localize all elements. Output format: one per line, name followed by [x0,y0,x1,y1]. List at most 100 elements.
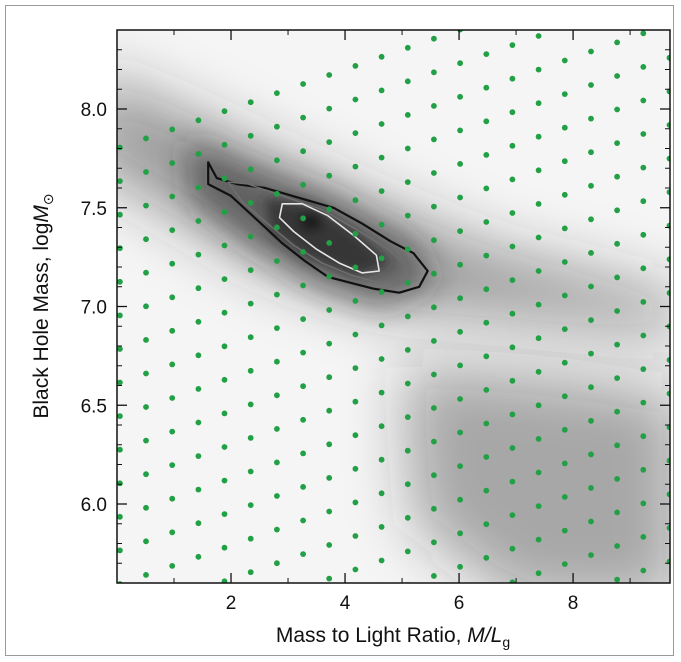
sample-point-337 [561,527,568,534]
sample-point-144 [143,370,149,377]
sample-point-143 [117,379,123,386]
sample-point-299 [247,569,254,576]
sample-point-217 [326,407,333,414]
sample-point-234 [195,486,202,493]
sample-point-341 [666,491,670,498]
sample-point-242 [404,414,411,420]
sample-point-291 [535,436,542,442]
sample-point-125 [221,309,228,316]
sample-point-275 [117,581,123,583]
sample-point-344 [535,570,542,577]
sample-point-10 [378,53,385,60]
y-axis-title-main: Black Hole Mass, log [30,223,53,419]
x-tick-label-3: 8 [568,593,579,614]
sample-point-34 [143,202,149,209]
sample-point-109 [378,221,385,228]
sample-point-145 [169,361,176,368]
sample-point-116 [561,158,568,165]
sample-point-312 [588,451,594,458]
y-tick-label-1: 6.5 [81,396,107,417]
sample-point-276 [143,572,149,578]
sample-point-123 [169,327,176,334]
sample-point-343 [509,579,516,583]
sample-point-282 [300,517,306,524]
sample-point-306 [431,505,437,512]
sample-point-158 [509,243,516,250]
sample-point-9 [352,63,359,69]
sample-point-246 [509,377,516,384]
sample-point-177 [431,304,437,311]
sample-point-26 [404,78,411,85]
sample-point-236 [247,468,254,475]
sample-point-274 [666,357,670,363]
sample-point-165 [117,413,123,419]
sample-point-160 [561,225,568,232]
sample-point-221 [431,371,437,378]
sample-point-329 [640,466,647,473]
sample-point-176 [404,313,411,320]
sample-point-133 [431,237,437,244]
sample-point-65 [378,154,385,161]
sample-point-346 [588,552,594,558]
sample-point-326 [561,494,568,500]
shade-band-lower [402,365,670,583]
sample-point-113 [483,185,490,192]
sample-point-154 [404,279,411,286]
sample-point-170 [247,367,254,374]
sample-point-222 [457,362,463,369]
sample-point-298 [221,578,228,583]
sample-point-193 [274,392,280,399]
sample-point-175 [378,322,385,329]
sample-point-241 [378,423,385,430]
sample-point-104 [247,267,254,273]
sample-point-202 [509,310,516,317]
sample-point-201 [483,319,490,326]
sample-point-345 [561,561,568,567]
sample-point-184 [614,240,620,247]
sample-point-227 [588,317,594,323]
shade-peak [265,197,391,277]
sample-point-124 [195,318,202,325]
sample-point-183 [588,250,594,256]
sample-point-280 [247,535,254,542]
sample-point-179 [483,286,490,293]
sample-point-324 [509,512,516,518]
sample-point-287 [431,472,437,479]
sample-point-281 [274,526,280,533]
sample-point-342 [483,588,489,594]
x-tick-label-0: 2 [226,593,237,614]
sample-point-89 [431,170,437,176]
sample-point-199 [431,338,437,344]
sample-point-155 [431,270,437,277]
sample-point-302 [326,542,333,548]
sample-point-187 [117,446,123,453]
sample-point-263 [378,456,385,463]
sample-point-351 [614,576,620,583]
sample-point-167 [169,395,176,401]
sample-point-258 [247,502,254,508]
sample-point-288 [457,463,463,469]
sample-point-330 [666,457,670,464]
sample-point-102 [195,285,202,292]
sample-point-272 [614,375,620,381]
sample-point-200 [457,328,463,335]
sample-point-22 [300,114,306,121]
sample-point-24 [352,96,359,103]
sample-point-286 [404,481,411,488]
sample-point-30 [509,42,516,48]
sample-point-8 [326,72,333,78]
sample-point-238 [300,450,306,457]
sample-point-283 [326,508,333,515]
sample-point-350 [588,586,594,592]
sample-point-313 [614,442,620,449]
sample-point-98 [666,88,670,95]
sample-point-27 [431,69,437,76]
sample-point-57 [169,227,176,234]
sample-point-25 [378,87,385,94]
sample-point-260 [300,484,306,490]
sample-point-266 [457,429,463,436]
sample-point-117 [588,149,594,156]
sample-point-319 [378,557,385,564]
sample-point-293 [588,417,594,424]
sample-point-108 [352,230,359,237]
